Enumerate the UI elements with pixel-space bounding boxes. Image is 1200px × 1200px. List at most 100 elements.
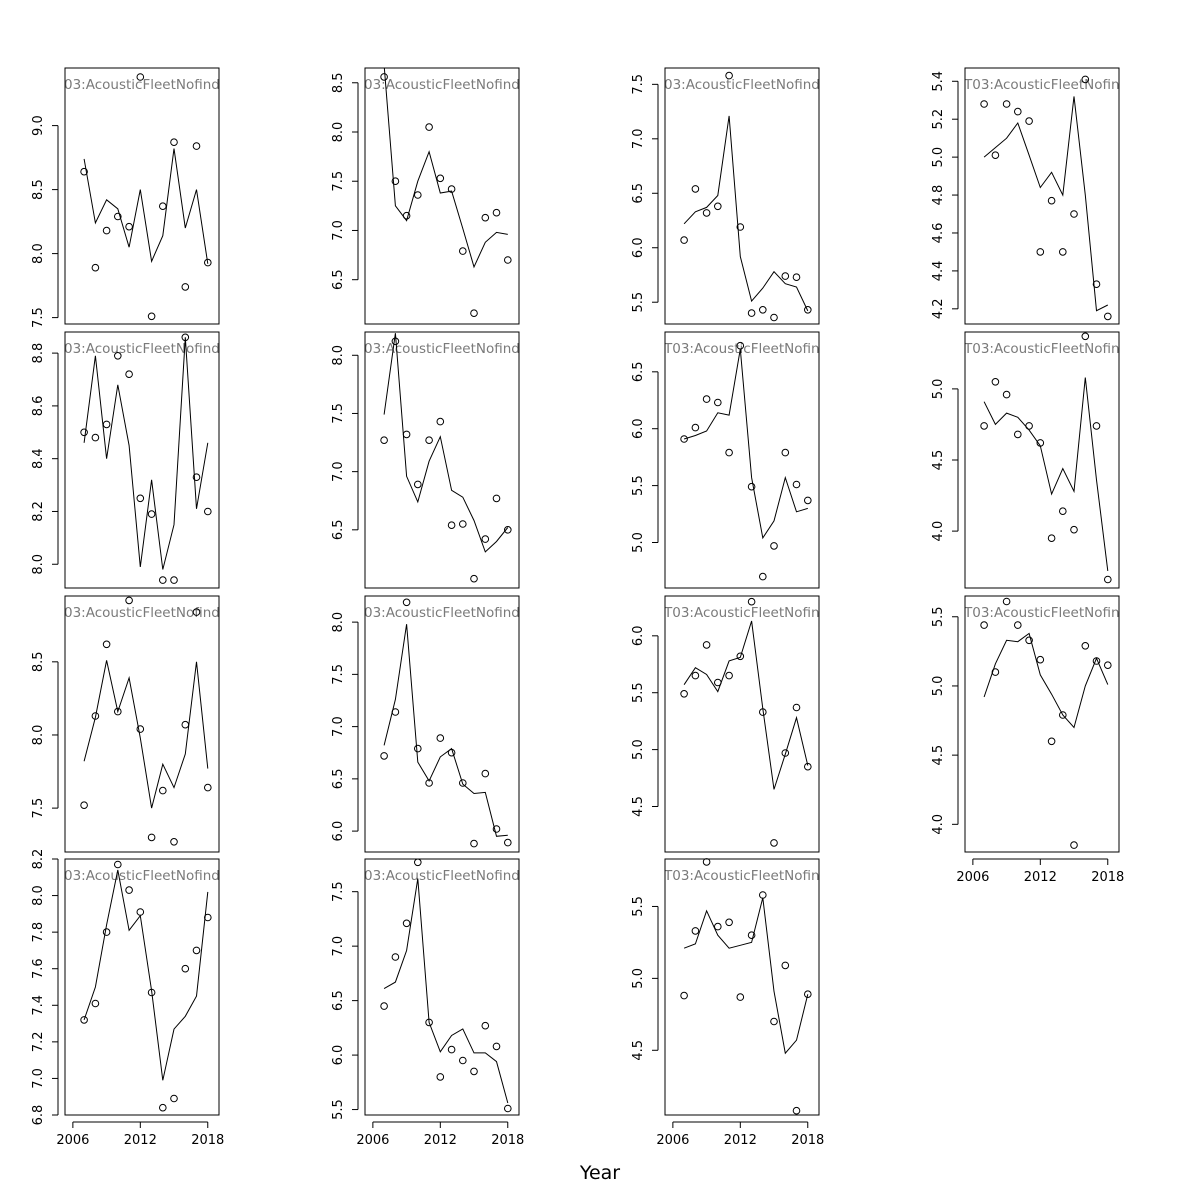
observed-point [147,988,156,997]
observed-point [459,779,467,787]
y-tick-label: 8.2 [31,501,46,522]
panel-label: T03:AcousticFleetNofindiv [663,868,840,884]
y-tick-label: 4.5 [631,1040,646,1061]
plot-frame [664,331,820,589]
observed-point [402,211,411,220]
panel-label: T03:AcousticFleetNofindiv [963,77,1140,93]
observed-point [804,762,812,771]
observed-point [192,608,201,616]
panel-label: 03:AcousticFleetNofindiv [64,77,232,93]
observed-point [759,891,767,899]
observed-point [1002,100,1011,108]
plot-frame [664,858,820,1116]
y-tick-label: 8.5 [331,72,346,93]
observed-point [691,185,700,193]
observed-point [91,263,100,272]
observed-point [804,496,812,505]
observed-point [414,744,422,753]
observed-point [747,309,756,317]
observed-point [991,668,1000,676]
panel-r1-c2: 03:AcousticFleetNofindiv 6.5 7.0 7.5 8.0 8.5 [331,67,532,325]
observed-point [702,858,711,866]
panel-r3-c3: T03:AcousticFleetNofindiv 4.5 5.0 5.5 6.0 [631,595,820,853]
observed-point [136,908,145,916]
observed-point [770,542,778,550]
observed-point [1070,525,1078,534]
observed-point [436,417,445,426]
y-tick-label: 5.5 [631,896,646,917]
observed-point [402,919,411,928]
y-axis: 6.0 6.5 7.0 7.5 8.0 [331,612,359,842]
observed-point [680,236,688,244]
plot-frame [364,67,520,325]
observed-point [1036,655,1045,664]
observed-point [402,598,411,607]
observed-point [1036,248,1045,256]
observed-point [136,725,145,733]
y-tick-label: 4.0 [931,814,946,835]
panel-r3-c2: 03:AcousticFleetNofindiv 6.0 6.5 7.0 7.5 8.0 [331,595,532,853]
observed-point [414,858,422,867]
panel-r2-c1: 03:AcousticFleetNofindiv 8.0 8.2 8.4 8.6 8.8 [31,331,232,589]
observed-point [759,572,767,581]
y-axis: 4.2 4.4 4.6 4.8 5.0 5.2 5.4 [931,71,959,319]
y-tick-label: 6.0 [331,1045,346,1066]
observed-point [781,961,790,970]
observed-point [147,833,156,842]
observed-point [714,922,722,931]
observed-point [391,708,400,716]
observed-point [380,436,388,445]
x-tick-label: 2006 [56,1133,89,1148]
observed-point [380,73,388,81]
y-tick-label: 6.5 [631,183,646,204]
observed-point [691,671,700,680]
observed-point [402,430,411,439]
y-tick-label: 8.4 [31,448,46,469]
y-axis: 7.5 8.0 8.5 9.0 [31,115,59,328]
y-tick-label: 7.5 [331,171,346,192]
y-axis: 5.0 5.5 6.0 6.5 [631,361,659,553]
observed-point [102,226,111,235]
observed-point [481,769,490,778]
observed-point [481,213,490,222]
panel-label: 03:AcousticFleetNofindiv [64,341,232,357]
y-tick-label: 8.0 [331,612,346,633]
y-tick-label: 8.6 [31,396,46,417]
observed-point [170,1094,178,1103]
observed-point [991,151,1000,159]
observed-point [481,1021,490,1030]
y-tick-label: 4.4 [931,261,946,282]
observed-point [680,991,688,1000]
y-tick-label: 8.2 [31,849,46,870]
fitted-line [83,148,209,264]
y-tick-label: 6.5 [331,769,346,790]
observed-point [980,422,988,430]
y-tick-label: 8.5 [31,179,46,200]
panel-label: 03:AcousticFleetNofindiv [364,341,532,357]
observed-point [470,839,478,848]
panel-r1-c3: 03:AcousticFleetNofindiv 5.5 6.0 6.5 7.0 7.5 [631,67,820,325]
x-axis: 2006 2012 2018 [956,858,1124,885]
observed-point [425,1018,433,1027]
y-tick-label: 6.5 [331,269,346,290]
y-tick-label: 5.0 [931,379,946,400]
observed-point [714,398,722,407]
plot-frame [64,595,220,853]
observed-point [447,748,456,757]
observed-point [736,223,745,231]
panel-label: 03:AcousticFleetNofindiv [364,77,532,93]
observed-point [1014,621,1022,629]
observed-point [125,370,133,379]
y-axis: 4.5 5.0 5.5 6.0 [631,625,659,817]
y-tick-label: 6.0 [331,821,346,842]
y-tick-label: 5.5 [631,475,646,496]
observed-point [1025,117,1033,125]
y-tick-label: 7.5 [331,664,346,685]
panel-label: 03:AcousticFleetNofindiv [64,605,232,621]
observed-point [414,480,422,489]
observed-point [781,749,790,757]
observed-point [804,990,812,999]
panel-label: 03:AcousticFleetNofindiv [364,605,532,621]
observed-point [1092,280,1101,289]
